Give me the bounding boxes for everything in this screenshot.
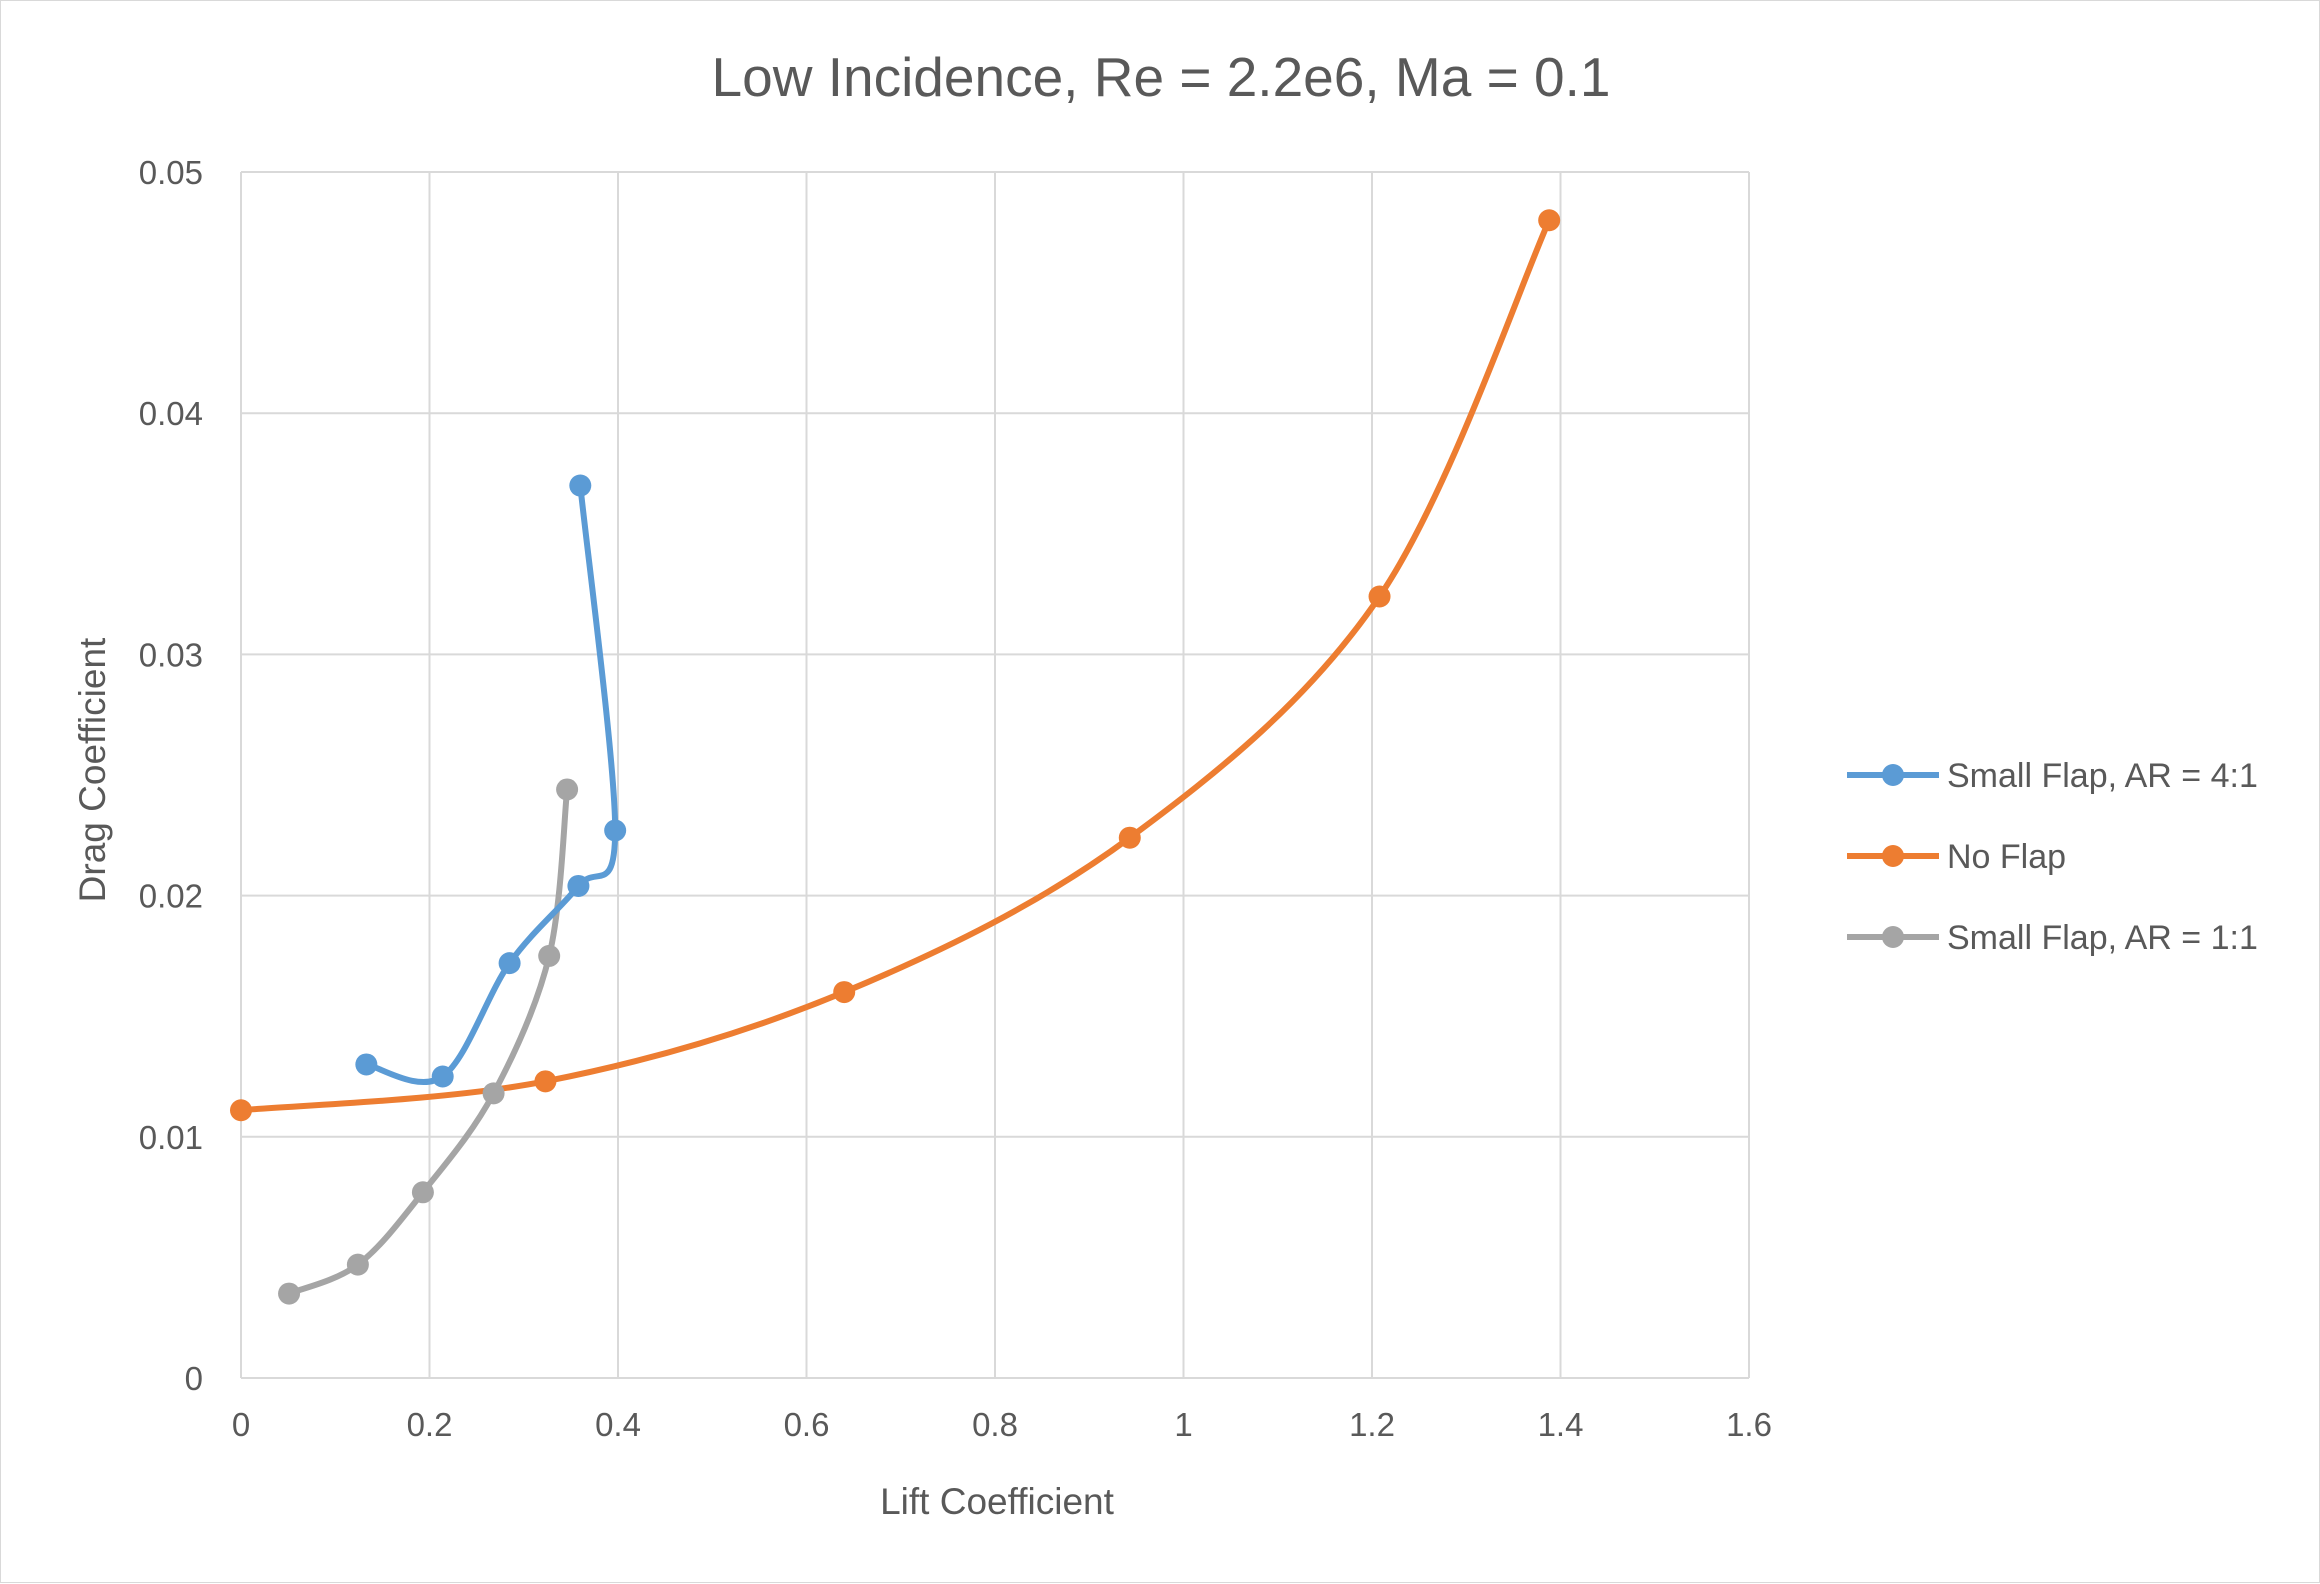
x-tick-label: 1 (1174, 1406, 1192, 1443)
y-tick-label: 0.02 (139, 878, 203, 915)
series-line (286, 786, 571, 1297)
series-1 (230, 209, 1561, 1122)
data-point (604, 819, 627, 842)
data-point (569, 474, 592, 497)
x-tick-label: 0.6 (784, 1406, 830, 1443)
legend-label: Small Flap, AR = 1:1 (1947, 919, 2258, 957)
x-tick-label: 1.6 (1726, 1406, 1772, 1443)
legend-label: No Flap (1947, 838, 2066, 876)
data-point (1118, 826, 1141, 849)
y-tick-label: 0 (185, 1360, 203, 1397)
legend-marker (1882, 845, 1904, 867)
tick-layer: 0 0.2 0.4 0.6 0.8 1 1.2 1.4 1.6 0 0.01 0.02 0.03 0.04… (139, 154, 1772, 1443)
data-point (411, 1181, 434, 1204)
data-point (1538, 209, 1561, 232)
data-point (1368, 585, 1391, 608)
y-axis-title: Drag Coefficient (72, 637, 113, 902)
x-tick-label: 0 (232, 1406, 250, 1443)
data-point (556, 778, 579, 801)
legend-label: Small Flap, AR = 4:1 (1947, 757, 2258, 795)
data-point (482, 1082, 505, 1105)
y-tick-label: 0.04 (139, 395, 203, 432)
legend-item: No Flap (1847, 838, 2066, 876)
y-tick-label: 0.05 (139, 154, 203, 191)
data-point (538, 944, 561, 967)
data-point (230, 1099, 252, 1122)
x-tick-label: 0.2 (407, 1406, 453, 1443)
data-point (498, 952, 521, 975)
data-point (567, 874, 590, 897)
data-point (534, 1070, 557, 1093)
data-point (833, 981, 856, 1004)
legend: Small Flap, AR = 4:1 No Flap Small Flap, A… (1847, 757, 2258, 957)
data-point (355, 1053, 378, 1076)
data-point (278, 1282, 301, 1305)
x-tick-label: 1.4 (1538, 1406, 1584, 1443)
x-axis-title: Lift Coefficient (880, 1481, 1114, 1522)
legend-item: Small Flap, AR = 1:1 (1847, 919, 2258, 957)
data-point (431, 1065, 454, 1088)
legend-marker (1882, 926, 1904, 948)
series-0 (355, 474, 627, 1088)
grid-layer (240, 171, 1750, 1379)
legend-marker (1882, 764, 1904, 786)
series-line (238, 217, 1553, 1114)
series-2 (278, 778, 579, 1305)
series-layer (230, 209, 1561, 1305)
series-line (363, 482, 619, 1085)
legend-item: Small Flap, AR = 4:1 (1847, 757, 2258, 795)
data-point (346, 1253, 369, 1276)
x-tick-label: 0.8 (972, 1406, 1018, 1443)
x-tick-label: 0.4 (595, 1406, 641, 1443)
y-tick-label: 0.01 (139, 1119, 203, 1156)
y-tick-label: 0.03 (139, 636, 203, 673)
chart-title: Low Incidence, Re = 2.2e6, Ma = 0.1 (712, 46, 1611, 108)
x-tick-label: 1.2 (1349, 1406, 1395, 1443)
